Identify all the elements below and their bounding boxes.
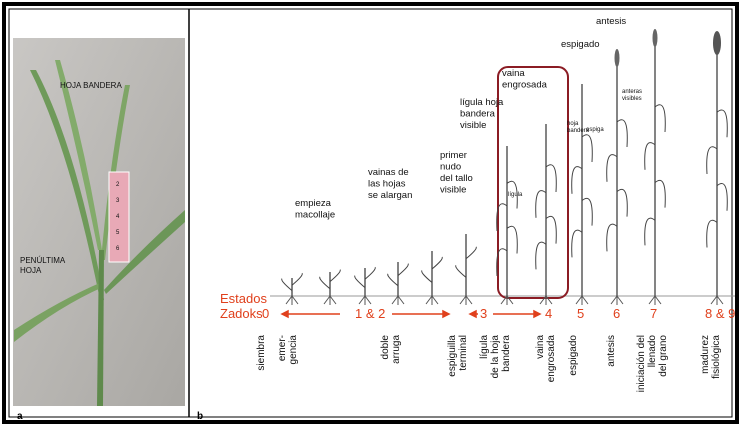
ear: [653, 29, 658, 47]
stage-number: 5: [577, 306, 584, 321]
stage-name: llenado: [647, 335, 658, 368]
stage-number: 6: [613, 306, 620, 321]
stage-number: 3: [480, 306, 487, 321]
stage-name: terminal: [458, 335, 469, 371]
stage-description: primer: [440, 150, 467, 161]
stage-name: del grano: [658, 335, 669, 377]
stage-number: 8 & 9: [705, 306, 735, 321]
stage-name: vaina: [535, 335, 546, 359]
photo-label: PENÚLTIMA: [20, 256, 66, 265]
stage-name: espigado: [568, 335, 579, 376]
stage-name: iniciación del: [636, 335, 647, 392]
stage-description: nudo: [440, 162, 461, 173]
photo-label: HOJA BANDERA: [60, 81, 122, 90]
stage-description: antesis: [596, 16, 626, 27]
stage-name: madurez: [700, 335, 711, 374]
figure: HOJA BANDERA PENÚLTIMA HOJA a b Estados …: [0, 0, 741, 426]
stage-name: bandera: [501, 335, 512, 372]
stage-name: espiguilla: [447, 335, 458, 377]
annotation: anteras: [622, 89, 642, 95]
zadoks-label: Zadoks: [220, 306, 263, 321]
stage-number: 0: [262, 306, 269, 321]
annotation: visibles: [622, 96, 642, 102]
stage-name: arruga: [391, 335, 402, 364]
panel-label: a: [17, 411, 23, 422]
stage-number: 1 & 2: [355, 306, 385, 321]
stage-description: macollaje: [295, 210, 335, 221]
stage-description: se alargan: [368, 190, 412, 201]
stage-description: vainas de: [368, 167, 409, 178]
annotation: lígula: [508, 192, 523, 198]
stage-description: visible: [460, 120, 486, 131]
stage-name: emer-: [277, 335, 288, 361]
stage-name: lígula: [479, 335, 490, 359]
stage-name: fisiológica: [711, 335, 722, 379]
stage-name: antesis: [606, 335, 617, 367]
stage-description: espigado: [561, 39, 600, 50]
zadoks-label: Estados: [220, 291, 267, 306]
annotation: hoja: [567, 121, 579, 127]
stage-name: doble: [380, 335, 391, 360]
stage-name: engrosada: [546, 335, 557, 383]
stage-number: 7: [650, 306, 657, 321]
stage-number: 4: [545, 306, 552, 321]
photo-label: HOJA: [20, 266, 42, 275]
stage-description: bandera: [460, 109, 496, 120]
stage-name: siembra: [256, 335, 267, 371]
ear: [713, 31, 721, 55]
ear: [615, 49, 620, 67]
panel-label: b: [197, 411, 203, 422]
stage-name: gencia: [288, 335, 299, 365]
stage-description: vaina: [502, 68, 525, 79]
stage-description: visible: [440, 185, 466, 196]
stage-description: empieza: [295, 198, 332, 209]
annotation: espiga: [586, 127, 604, 133]
stage-name: de la hoja: [490, 335, 501, 379]
stage-description: engrosada: [502, 80, 548, 91]
stage-description: lígula hoja: [460, 97, 504, 108]
stage-description: las hojas: [368, 179, 406, 190]
stage-description: del tallo: [440, 173, 473, 184]
